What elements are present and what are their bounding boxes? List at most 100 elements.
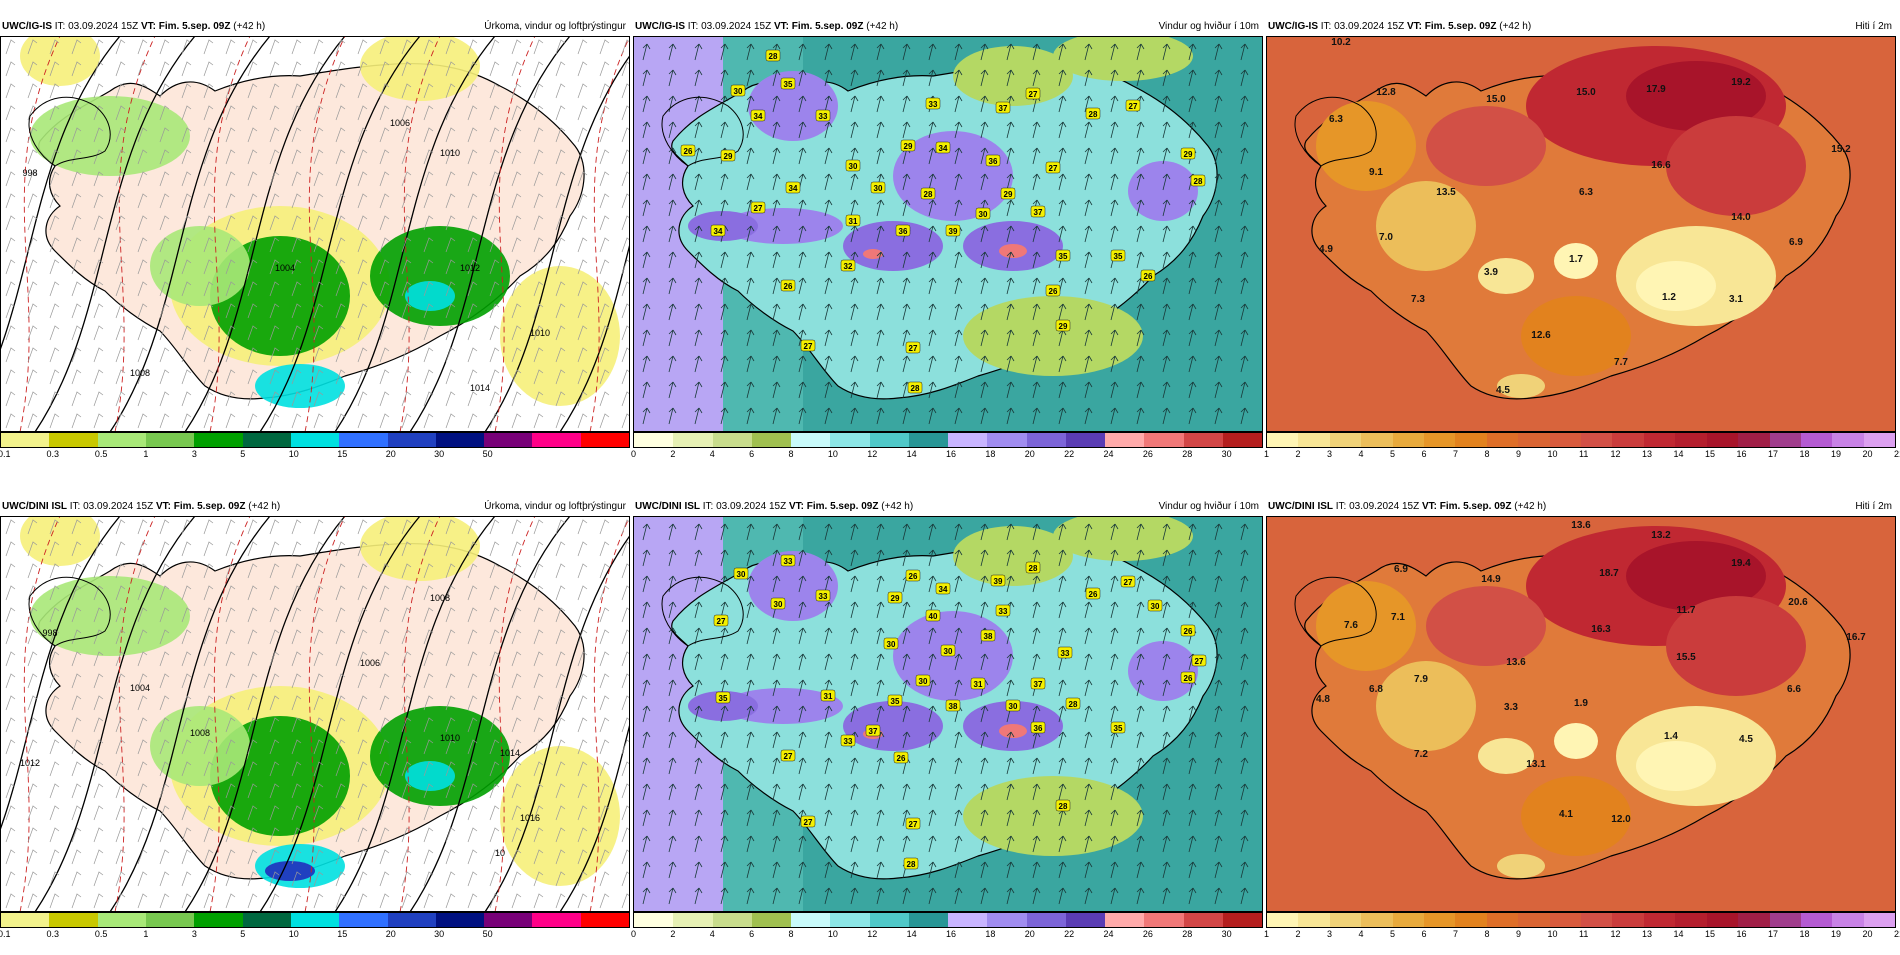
temp-label: 3.9 [1484,267,1498,278]
wind-barb [247,171,258,187]
wind-arrow [876,835,885,853]
wind-arrow [1032,251,1041,269]
colorbar-swatch [1675,913,1707,927]
colorbar-tick: 0 [631,449,637,459]
wind-barb [379,519,390,535]
colorbar-swatch [712,433,752,447]
svg-text:40: 40 [929,612,938,621]
wind-barb [137,171,148,187]
isobar [409,36,571,432]
wind-barb [93,739,104,755]
map-view[interactable]: 1010 1004 1006 1012 1014 998 1008 1010 [0,36,630,432]
wind-barb [423,717,434,733]
panel-header: UWC/DINI ISL IT: 03.09.2024 15Z VT: Fim.… [1268,500,1892,514]
vt-label: VT: [773,21,789,32]
wind-arrow [850,835,859,853]
wind-barb [269,237,280,253]
wind-barb [313,541,324,557]
wind-barb [357,673,368,689]
isobar [559,721,630,912]
gust-label: 37 [995,101,1011,114]
wind-barb [511,651,522,667]
wind-barb [335,105,346,121]
wind-barb [489,717,500,733]
wind-barb [247,827,258,843]
lead-time: (+42 h) [1499,21,1532,32]
wind-barb [71,761,82,777]
wind-barb [5,127,16,143]
map-view[interactable]: 13.6 13.2 19.4 6.9 14.9 18.7 20.6 7.6 7.1 11.7 16.… [1266,516,1896,912]
wind-arrow [668,277,677,295]
wind-barb [511,871,522,887]
valid-time: Fim. 5.sep. 09Z [806,501,879,512]
wind-barb [115,171,126,187]
wind-barb [27,171,38,187]
wind-arrow [668,601,677,619]
map-view[interactable]: 28 35 30 34 33 33 37 27 28 27 26 29 30 29 34 36 27 30 34 28… [633,36,1263,432]
wind-barb [335,193,346,209]
svg-text:30: 30 [737,570,746,579]
wind-arrow [1110,835,1119,853]
wind-arrow [980,653,989,671]
wind-arrow [642,653,651,671]
map-view[interactable]: 10.2 12.8 6.3 15.0 15.0 17.9 19.2 9.1 13.5 6.3 16.… [1266,36,1896,432]
wind-barb [115,783,126,799]
svg-text:27: 27 [1029,90,1038,99]
wind-arrow [1162,549,1171,567]
wind-barb [445,347,456,363]
wind-barb [115,849,126,865]
wind-barb [5,673,16,689]
wind-arrow [720,95,729,113]
wind-arrow [902,121,911,139]
temp-area [1554,243,1598,279]
wind-arrow [928,303,937,321]
wind-barb [445,629,456,645]
wind-barb [203,347,214,363]
colorbar-tick: 16 [1736,929,1747,939]
wind-arrow [772,809,781,827]
wind-barb [445,215,456,231]
wind-arrow [902,407,911,425]
wind-barb [93,805,104,821]
wind-arrow [798,549,807,567]
wind-barb [49,519,60,535]
wind-arrow [954,549,963,567]
wind-arrow [1240,43,1249,61]
wind-barb [181,893,192,909]
wind-arrow [824,251,833,269]
wind-barb [533,585,544,601]
valid-time: Fim. 5.sep. 09Z [1424,21,1497,32]
wind-barb [247,893,258,909]
map-view[interactable]: 998 1004 1008 1006 1008 1010 1012 1014 1016 10 [0,516,630,912]
map-view[interactable]: 33 30 26 39 28 27 33 29 34 26 30 27 33 40 38 30 26 30 30 33… [633,516,1263,912]
wind-barb [93,695,104,711]
wind-barb [71,893,82,909]
wind-barb [423,391,434,407]
wind-barb [93,105,104,121]
wind-arrow [642,355,651,373]
wind-arrow [954,861,963,879]
wind-arrow [668,173,677,191]
wind-arrow [1032,809,1041,827]
wind-arrow [928,147,937,165]
gust-label: 30 [733,567,749,580]
lead-time: (+42 h) [1514,501,1547,512]
wind-barb [27,629,38,645]
wind-area [1128,641,1198,701]
wind-arrow [1214,225,1223,243]
wind-arrow [1136,627,1145,645]
wind-arrow [1084,69,1093,87]
wind-barb [225,193,236,209]
wind-barb [511,827,522,843]
wind-arrow [642,627,651,645]
wind-barb [379,127,390,143]
wind-arrow [1006,861,1015,879]
wind-arrow [798,887,807,905]
gust-label: 31 [845,214,861,227]
wind-barb [511,717,522,733]
isobar-label: 1014 [500,748,520,758]
wind-area [1128,161,1198,221]
wind-barb [445,39,456,55]
wind-barb [599,563,610,579]
wind-barb [489,369,500,385]
